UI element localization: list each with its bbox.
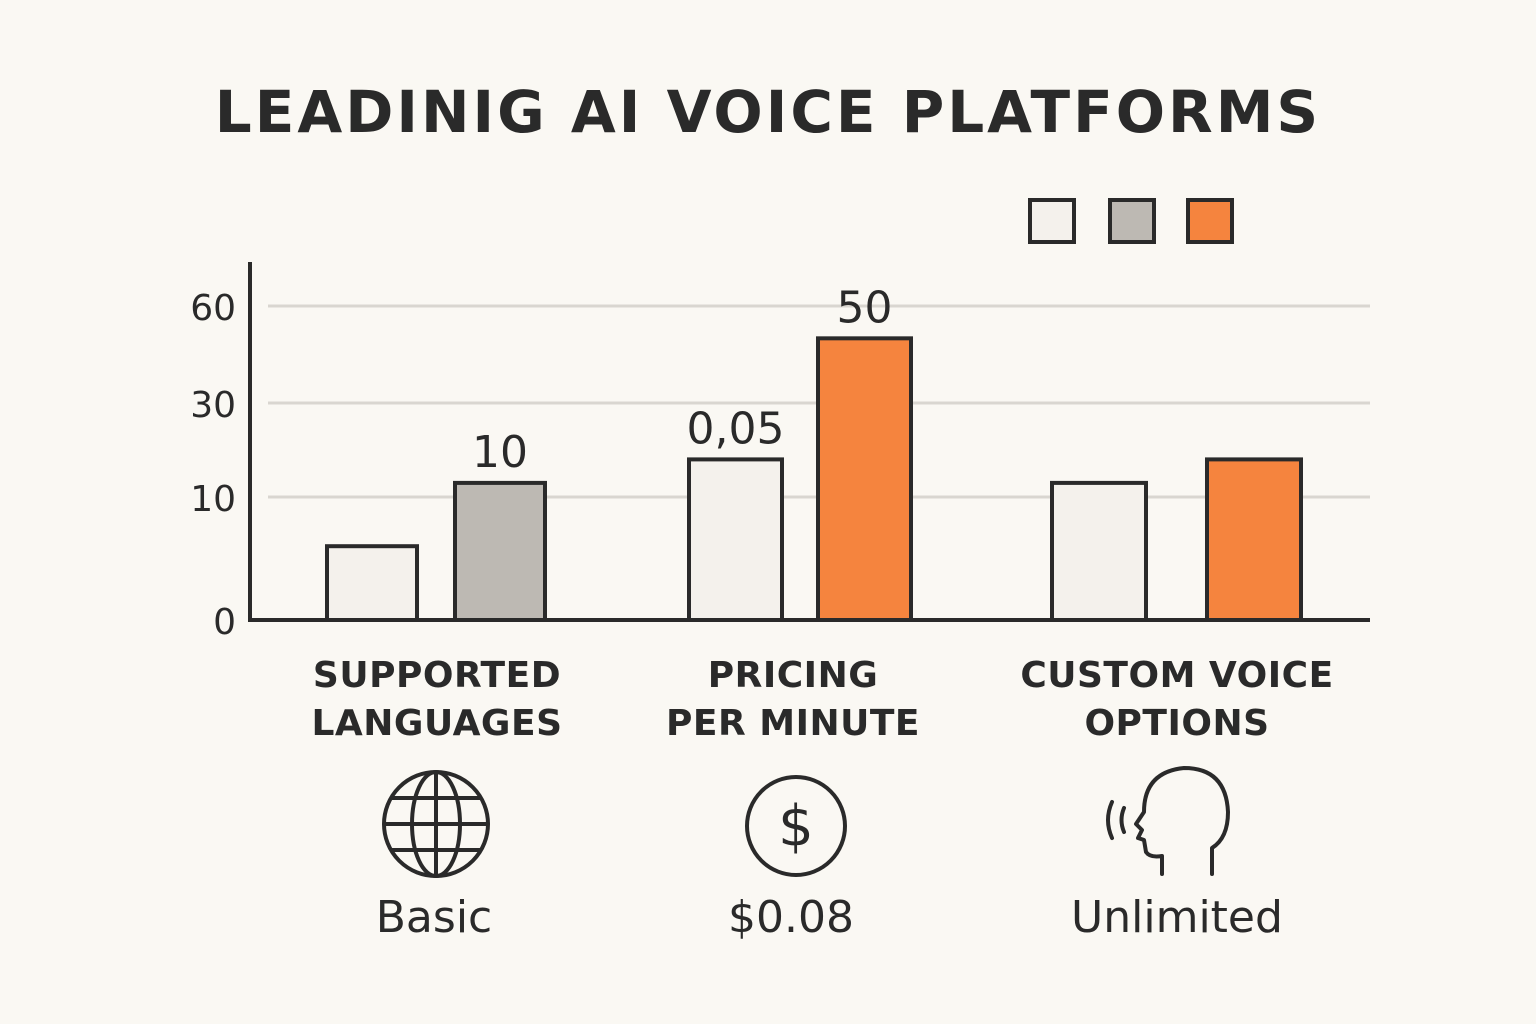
category-label-line: OPTIONS	[1084, 703, 1270, 744]
footer-value-unlimited: Unlimited	[1071, 892, 1283, 943]
category-label-line: LANGUAGES	[311, 703, 563, 744]
bar	[453, 480, 547, 622]
svg-text:$: $	[778, 794, 814, 859]
footer-value-basic: Basic	[375, 892, 493, 943]
legend-swatch	[1186, 198, 1234, 244]
bar	[325, 544, 419, 623]
data-label: 10	[472, 427, 528, 478]
data-label: 0,05	[687, 403, 785, 454]
globe-icon	[382, 770, 490, 878]
dollar-icon: $	[745, 775, 847, 877]
speaking-head-icon	[1106, 766, 1230, 876]
category-label-line: CUSTOM VOICE	[1020, 655, 1334, 696]
bar	[816, 336, 913, 622]
category-label-custom-voice-options: CUSTOM VOICE OPTIONS	[997, 652, 1357, 748]
category-label-line: SUPPORTED	[312, 655, 562, 696]
category-label-supported-languages: SUPPORTED LANGUAGES	[257, 652, 617, 748]
category-label-line: PRICING	[707, 655, 879, 696]
data-label: 50	[837, 282, 893, 333]
category-label-pricing-per-minute: PRICING PER MINUTE	[613, 652, 973, 748]
chart-title: LEADINIG AI VOICE PLATFORMS	[214, 78, 1322, 146]
category-label-line: PER MINUTE	[666, 703, 920, 744]
y-tick-label: 10	[190, 479, 236, 520]
y-tick-label: 0	[213, 602, 236, 643]
bar	[1050, 480, 1148, 622]
legend-swatch	[1108, 198, 1156, 244]
y-tick-label: 60	[190, 288, 236, 329]
bar	[687, 457, 784, 622]
y-tick-label: 30	[190, 385, 236, 426]
legend-swatch	[1028, 198, 1076, 244]
bar	[1205, 457, 1303, 622]
footer-value-price: $0.08	[728, 892, 854, 943]
